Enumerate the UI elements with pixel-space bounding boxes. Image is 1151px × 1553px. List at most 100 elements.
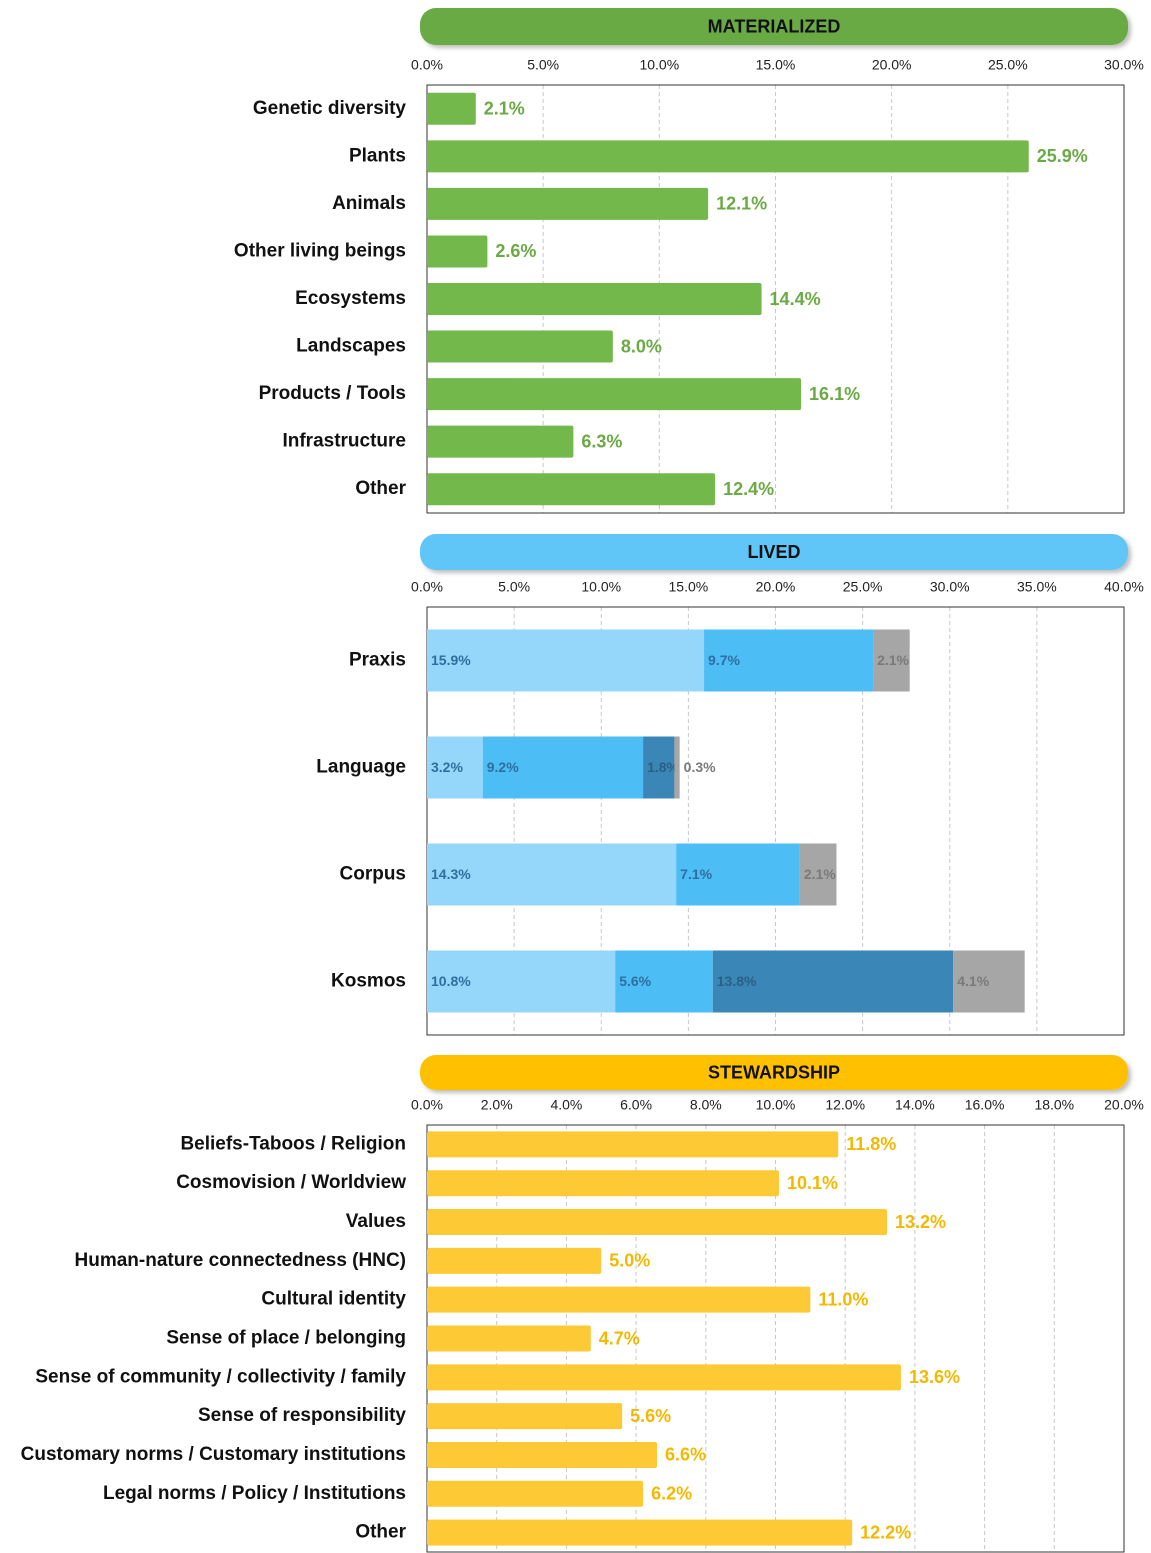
category-label: Values	[346, 1211, 406, 1232]
bar-segment	[427, 950, 616, 1013]
panel-title: MATERIALIZED	[708, 16, 841, 36]
x-tick-label: 30.0%	[1104, 57, 1144, 73]
value-label: 5.6%	[619, 973, 651, 989]
category-label: Cosmovision / Worldview	[176, 1172, 406, 1193]
value-label: 2.1%	[804, 866, 836, 882]
bar	[427, 1519, 853, 1546]
category-label: Sense of place / belonging	[166, 1328, 406, 1349]
value-label: 11.0%	[818, 1289, 868, 1309]
bar	[427, 1247, 602, 1274]
value-label: 4.1%	[957, 973, 989, 989]
bar-segment	[427, 736, 483, 799]
category-label: Language	[316, 757, 406, 778]
bar	[427, 425, 574, 458]
bar-segment	[615, 950, 713, 1013]
value-label: 10.8%	[431, 973, 471, 989]
value-label: 7.1%	[680, 866, 712, 882]
x-tick-label: 25.0%	[843, 579, 883, 595]
x-tick-label: 4.0%	[550, 1097, 582, 1113]
bar-segment	[712, 950, 954, 1013]
category-label: Legal norms / Policy / Institutions	[103, 1483, 406, 1504]
value-label: 9.2%	[487, 759, 519, 775]
value-label: 3.2%	[431, 759, 463, 775]
x-tick-label: 5.0%	[498, 579, 530, 595]
bar	[427, 1286, 811, 1313]
value-label: 0.3%	[684, 759, 716, 775]
x-tick-label: 12.0%	[825, 1097, 865, 1113]
value-label: 6.6%	[665, 1445, 706, 1465]
value-label: 10.1%	[787, 1173, 838, 1193]
bar-segment	[427, 843, 677, 906]
value-label: 25.9%	[1037, 146, 1088, 166]
bar-segment	[799, 843, 837, 906]
x-tick-label: 10.0%	[756, 1097, 796, 1113]
value-label: 4.7%	[599, 1328, 640, 1348]
category-label: Human-nature connectedness (HNC)	[75, 1250, 407, 1271]
category-label: Kosmos	[331, 971, 406, 992]
value-label: 6.2%	[651, 1484, 692, 1504]
category-label: Sense of community / collectivity / fami…	[35, 1366, 406, 1387]
bar	[427, 283, 762, 315]
plot-frame	[426, 606, 1125, 1036]
category-label: Sense of responsibility	[198, 1405, 406, 1426]
value-label: 11.8%	[846, 1134, 896, 1154]
value-label: 14.3%	[431, 866, 471, 882]
x-tick-label: 10.0%	[581, 579, 621, 595]
x-tick-label: 18.0%	[1034, 1097, 1074, 1113]
bar	[427, 140, 1029, 173]
category-label: Animals	[332, 193, 406, 214]
bar-segment	[953, 950, 1025, 1013]
x-tick-label: 20.0%	[1104, 1097, 1144, 1113]
x-tick-label: 30.0%	[930, 579, 970, 595]
value-label: 14.4%	[770, 289, 821, 309]
category-label: Praxis	[349, 650, 406, 671]
x-tick-label: 25.0%	[988, 57, 1028, 73]
bar	[427, 1364, 901, 1391]
value-label: 5.0%	[609, 1251, 650, 1271]
x-tick-label: 16.0%	[965, 1097, 1005, 1113]
bar	[427, 1325, 591, 1352]
x-tick-label: 6.0%	[620, 1097, 652, 1113]
bar	[427, 235, 488, 268]
x-tick-label: 14.0%	[895, 1097, 935, 1113]
x-tick-label: 15.0%	[756, 57, 796, 73]
bar-segment	[704, 629, 874, 692]
bar	[427, 1131, 839, 1158]
bar	[427, 187, 709, 220]
value-label: 13.6%	[909, 1367, 960, 1387]
category-label: Products / Tools	[259, 383, 406, 404]
category-label: Other living beings	[234, 240, 406, 261]
title-band	[420, 534, 1128, 570]
x-tick-label: 35.0%	[1017, 579, 1057, 595]
x-tick-label: 5.0%	[527, 57, 559, 73]
title-band	[420, 8, 1128, 45]
x-tick-label: 8.0%	[690, 1097, 722, 1113]
value-label: 9.7%	[708, 652, 740, 668]
category-label: Ecosystems	[295, 288, 406, 309]
x-tick-label: 0.0%	[411, 1097, 443, 1113]
bar	[427, 1480, 644, 1507]
bar	[427, 1441, 658, 1468]
value-label: 16.1%	[809, 384, 860, 404]
bar-segment	[873, 629, 910, 692]
value-label: 12.4%	[723, 479, 774, 499]
title-band	[420, 1055, 1128, 1090]
panel-title: STEWARDSHIP	[708, 1062, 840, 1082]
x-tick-label: 0.0%	[411, 57, 443, 73]
value-label: 2.1%	[484, 99, 525, 119]
bar-segment	[643, 736, 675, 799]
bar	[427, 92, 476, 125]
category-label: Plants	[349, 145, 406, 166]
category-label: Other	[355, 1522, 406, 1543]
bar	[427, 378, 802, 411]
value-label: 1.8%	[647, 759, 679, 775]
x-tick-label: 2.0%	[481, 1097, 513, 1113]
x-tick-label: 20.0%	[872, 57, 912, 73]
category-label: Beliefs-Taboos / Religion	[180, 1133, 406, 1154]
x-tick-label: 20.0%	[756, 579, 796, 595]
value-label: 2.6%	[495, 241, 536, 261]
value-label: 13.2%	[895, 1212, 946, 1232]
value-label: 12.1%	[716, 194, 767, 214]
bar-segment	[427, 629, 705, 692]
